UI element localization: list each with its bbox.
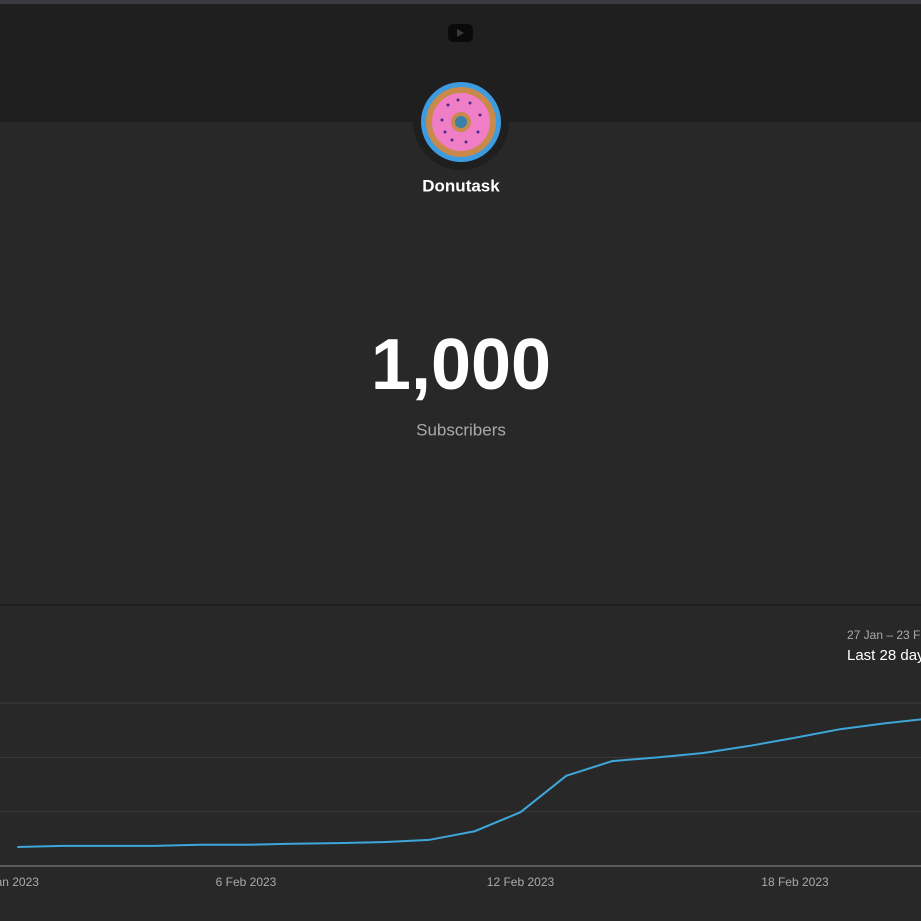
x-tick-label: 12 Feb 2023: [487, 875, 555, 889]
line-series: [17, 718, 921, 848]
chart: an 2023 6 Feb 2023 12 Feb 2023 18 Feb 2023: [0, 702, 921, 889]
date-range: 27 Jan – 23 F: [847, 628, 920, 642]
x-tick-label: 6 Feb 2023: [216, 875, 277, 889]
period-label: Last 28 day: [847, 647, 921, 664]
youtube-icon[interactable]: [448, 24, 473, 42]
avatar[interactable]: [413, 74, 509, 170]
top-border: [0, 0, 921, 4]
x-tick-label: 18 Feb 2023: [761, 875, 829, 889]
channel-name: Donutask: [422, 176, 500, 195]
subscriber-count: 1,000: [371, 325, 551, 405]
x-tick-label: an 2023: [0, 875, 39, 889]
subscriber-label: Subscribers: [416, 420, 506, 439]
